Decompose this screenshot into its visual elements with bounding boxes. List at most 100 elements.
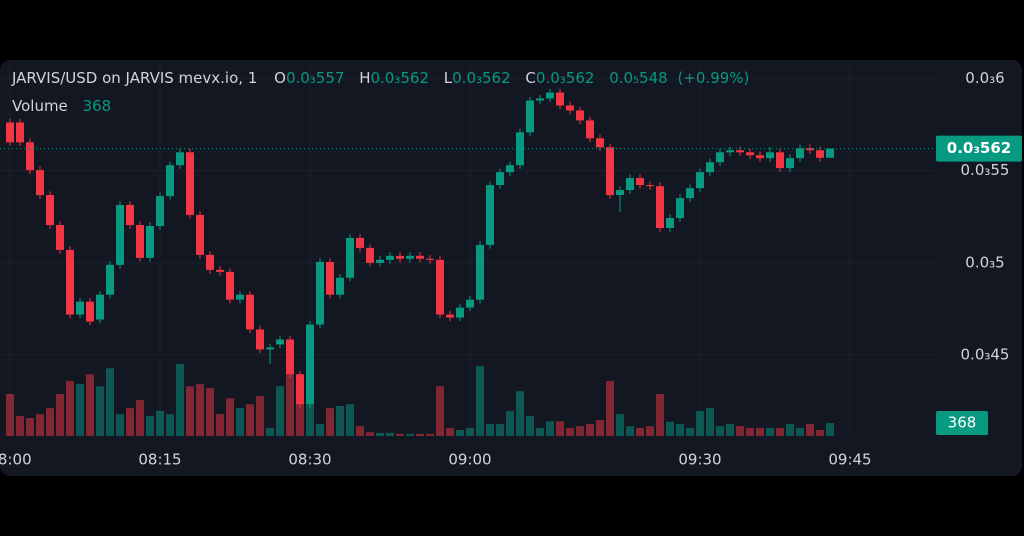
candle-body: [576, 110, 584, 121]
candle-body: [356, 237, 364, 248]
chart-title: JARVIS/USD on JARVIS mevx.io, 1: [11, 69, 257, 87]
candle-body: [326, 261, 334, 295]
candle-body: [446, 314, 454, 318]
volume-bar: [346, 404, 354, 436]
candle-body: [666, 218, 674, 228]
candle-body: [716, 152, 724, 163]
legend-value: 0.0₃562: [452, 69, 511, 87]
volume-bar: [536, 427, 544, 436]
legend-header: JARVIS/USD on JARVIS mevx.io, 1 O0.0₃557…: [11, 69, 749, 87]
last-volume-label: 368: [948, 414, 977, 432]
volume-bar: [656, 394, 664, 436]
candle-body: [596, 138, 604, 148]
volume-bar: [286, 374, 294, 436]
volume-bar: [216, 414, 224, 436]
volume-bar: [416, 433, 424, 436]
candle-body: [436, 259, 444, 315]
candle-body: [306, 324, 314, 405]
candle-body: [676, 198, 684, 219]
legend-value: 0.0₃557: [286, 69, 345, 87]
legend-key: H: [359, 69, 370, 87]
candle-body: [66, 249, 74, 315]
volume-bar: [786, 424, 794, 436]
volume-bar: [756, 427, 764, 436]
volume-bar: [86, 374, 94, 436]
volume-bar: [496, 424, 504, 436]
volume-bar: [256, 396, 264, 436]
candle-body: [806, 148, 814, 151]
volume-bar: [466, 427, 474, 436]
volume-bar: [826, 423, 834, 436]
candle-body: [456, 307, 464, 318]
candle-body: [646, 185, 654, 187]
candle-body: [416, 255, 424, 259]
candle-body: [826, 148, 834, 158]
candle-body: [586, 120, 594, 139]
volume-value: 368: [83, 97, 112, 115]
volume-bar: [576, 426, 584, 436]
volume-bar: [16, 415, 24, 436]
candle-body: [726, 150, 734, 153]
volume-bar: [76, 384, 84, 436]
volume-bar: [156, 410, 164, 436]
volume-bar: [696, 410, 704, 436]
candle-body: [746, 152, 754, 156]
volume-bar: [436, 386, 444, 436]
volume-bar: [816, 430, 824, 436]
candle-body: [566, 105, 574, 111]
candle-body: [46, 195, 54, 226]
candle-body: [796, 148, 804, 159]
y-tick-label: 0.0₃5: [965, 253, 1004, 271]
last-price-badge: [936, 135, 1022, 162]
candle-body: [286, 339, 294, 375]
volume-legend: Volume 368: [12, 97, 111, 115]
volume-bar: [276, 386, 284, 436]
volume-bar: [126, 408, 134, 436]
volume-bar: [396, 433, 404, 436]
candle-body: [816, 150, 824, 158]
candle-body: [56, 225, 64, 250]
change: 0.0₅548: [609, 69, 668, 87]
volume-title: Volume: [12, 97, 68, 115]
volume-bar: [106, 368, 114, 436]
volume-bar: [556, 421, 564, 436]
candle-body: [376, 259, 384, 263]
volume-bar: [206, 388, 214, 436]
candle-body: [76, 301, 84, 315]
volume-bar: [46, 408, 54, 436]
volume-bar: [336, 406, 344, 436]
x-tick-label: 08:00: [0, 451, 32, 469]
candle-body: [696, 172, 704, 189]
volume-bar: [266, 427, 274, 436]
volume-bar: [136, 400, 144, 436]
candle-body: [486, 185, 494, 245]
candle-body: [36, 170, 44, 196]
candle-body: [16, 122, 24, 143]
volume-bar: [746, 427, 754, 436]
volume-bar: [66, 380, 74, 436]
x-tick-label: 08:30: [288, 451, 331, 469]
y-tick-label: 0.0₃55: [961, 161, 1010, 179]
y-tick-label: 0.0₃6: [965, 69, 1004, 87]
candle-body: [386, 255, 394, 260]
volume-bar: [626, 426, 634, 436]
candle-body: [106, 264, 114, 295]
x-tick-label: 08:15: [138, 451, 181, 469]
candle-body: [246, 294, 254, 330]
candle-body: [256, 329, 264, 350]
candle-body: [346, 237, 354, 278]
candle-body: [656, 186, 664, 228]
candle-body: [126, 204, 134, 226]
volume-bar: [356, 426, 364, 436]
volume-bar: [166, 414, 174, 436]
candle-body: [166, 165, 174, 197]
volume-bar: [6, 394, 14, 436]
chart-panel: [0, 60, 1022, 476]
x-tick-label: 09:30: [678, 451, 721, 469]
volume-bar: [186, 386, 194, 436]
candle-body: [686, 188, 694, 199]
candle-body: [236, 294, 244, 300]
candle-body: [206, 254, 214, 270]
volume-bar: [776, 427, 784, 436]
